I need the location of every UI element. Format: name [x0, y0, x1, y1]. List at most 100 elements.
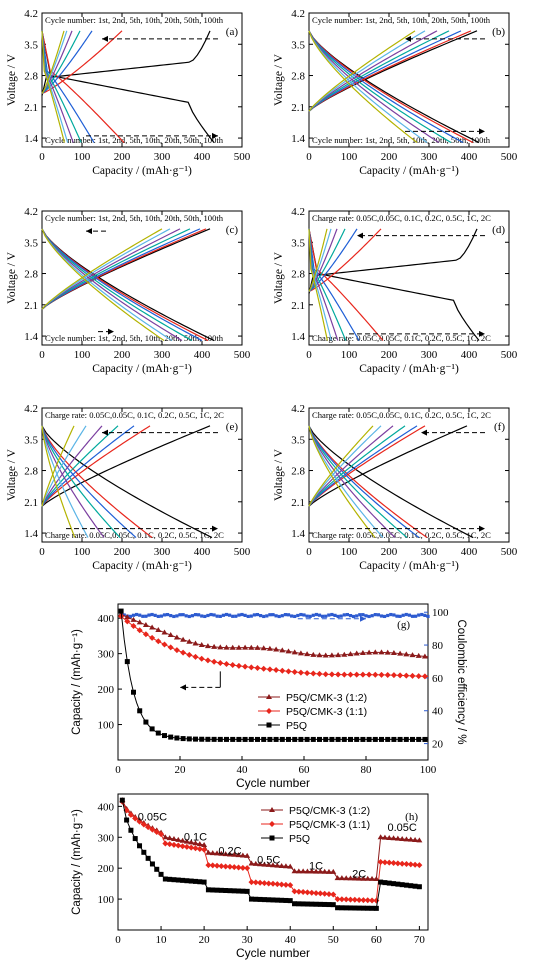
x-axis-label: Capacity / (mAh·g⁻¹) — [92, 363, 192, 375]
arrow-head — [360, 615, 366, 622]
ce-point — [231, 614, 235, 618]
discharge-curve — [308, 425, 428, 539]
marker-triangle — [175, 836, 182, 842]
marker-square — [255, 736, 260, 742]
charge-curve — [308, 30, 478, 112]
discharge-curve — [41, 228, 173, 342]
marker-diamond — [175, 842, 182, 849]
arrow-head — [180, 684, 186, 691]
marker-diamond — [140, 821, 147, 828]
charge-curve — [308, 228, 328, 292]
y-tick-label: 4.2 — [291, 403, 305, 415]
ce-point — [302, 613, 306, 617]
marker-diamond — [248, 879, 255, 886]
marker-diamond — [142, 631, 149, 638]
x-tick-label: 500 — [501, 349, 518, 361]
discharge-curve — [308, 425, 420, 539]
marker-square — [158, 871, 164, 877]
marker-diamond — [124, 618, 131, 625]
marker-diamond — [242, 663, 249, 670]
marker-diamond — [399, 860, 406, 867]
marker-square — [274, 897, 280, 903]
ce-point — [404, 612, 408, 617]
panel-label: (e) — [226, 421, 239, 433]
ce-point — [389, 612, 393, 617]
bottom-note: Cycle number: 1st, 2nd, 5th, 10th, 20th,… — [312, 135, 491, 145]
ce-point — [305, 614, 309, 618]
charge-curve — [41, 228, 171, 310]
ce-point — [379, 614, 384, 618]
marker-triangle — [261, 861, 268, 867]
x-axis-label: Capacity / (mAh·g⁻¹) — [359, 560, 459, 572]
marker-diamond — [170, 841, 177, 848]
x-tick-label: 300 — [421, 546, 438, 558]
marker-triangle — [196, 841, 203, 847]
y-tick-label: 100 — [98, 894, 115, 906]
marker-diamond — [231, 864, 238, 871]
marker-square — [309, 901, 315, 907]
marker-diamond — [378, 671, 385, 678]
marker-square — [403, 736, 409, 742]
y-tick-label: 3.5 — [291, 434, 305, 446]
marker-square — [372, 736, 378, 742]
ce-point — [401, 613, 405, 617]
x-tick-label: 300 — [154, 546, 171, 558]
ce-point — [324, 614, 328, 618]
marker-triangle — [242, 644, 249, 650]
ce-point — [141, 614, 145, 618]
marker-diamond — [270, 880, 276, 887]
plot-frame — [308, 210, 510, 346]
x-tick-label: 300 — [154, 349, 171, 361]
ce-point — [314, 612, 318, 617]
y-tick-label: 1.4 — [24, 528, 38, 540]
marker-triangle — [390, 835, 397, 841]
marker-square — [369, 905, 375, 911]
marker-triangle — [359, 650, 366, 656]
ce-point — [330, 612, 334, 617]
x-tick-label: 200 — [114, 546, 131, 558]
x-tick-label: 500 — [234, 349, 251, 361]
marker-triangle — [335, 652, 342, 658]
marker-triangle — [297, 650, 304, 656]
marker-diamond — [145, 824, 152, 831]
marker-square — [266, 897, 272, 903]
ce-point — [358, 613, 362, 617]
discharge-curve — [308, 30, 464, 144]
y2-tick-label: 80 — [432, 640, 444, 652]
ce-point — [268, 613, 272, 617]
y-tick-label: 3.5 — [291, 39, 305, 51]
x-tick-label: 30 — [242, 934, 254, 946]
marker-square — [269, 835, 275, 841]
top-note: Charge rate: 0.05C,0.05C, 0.1C, 0.2C, 0.… — [312, 410, 491, 420]
ce-point — [293, 614, 297, 619]
discharge-curve — [308, 30, 480, 144]
marker-square — [231, 888, 237, 894]
marker-diamond — [343, 896, 350, 903]
marker-triangle — [161, 629, 168, 635]
cycle-panel-g: 0 20 40 60 80 100 100 200 300 400 20 40 60 80 100 Cycle… — [71, 603, 467, 790]
marker-triangle — [183, 838, 190, 844]
marker-diamond — [287, 882, 294, 889]
ce-point — [407, 613, 411, 617]
ce-point — [147, 613, 151, 617]
x-tick-label: 100 — [74, 151, 91, 163]
marker-diamond — [218, 863, 225, 870]
marker-square — [356, 905, 362, 911]
ce-point — [243, 613, 247, 617]
marker-diamond — [360, 897, 367, 904]
plot-frame — [41, 12, 243, 148]
ce-point — [144, 614, 148, 618]
x-tick-label: 0 — [306, 546, 312, 558]
marker-triangle — [421, 653, 428, 659]
marker-triangle — [373, 876, 380, 881]
marker-triangle — [204, 643, 211, 649]
ce-point — [156, 614, 160, 619]
discharge-curve — [308, 30, 440, 144]
ce-point — [286, 613, 291, 617]
x-tick-label: 0 — [115, 764, 121, 776]
marker-square — [236, 736, 242, 742]
ce-point — [159, 614, 163, 618]
marker-triangle — [369, 875, 376, 881]
discharge-curve — [308, 30, 428, 144]
